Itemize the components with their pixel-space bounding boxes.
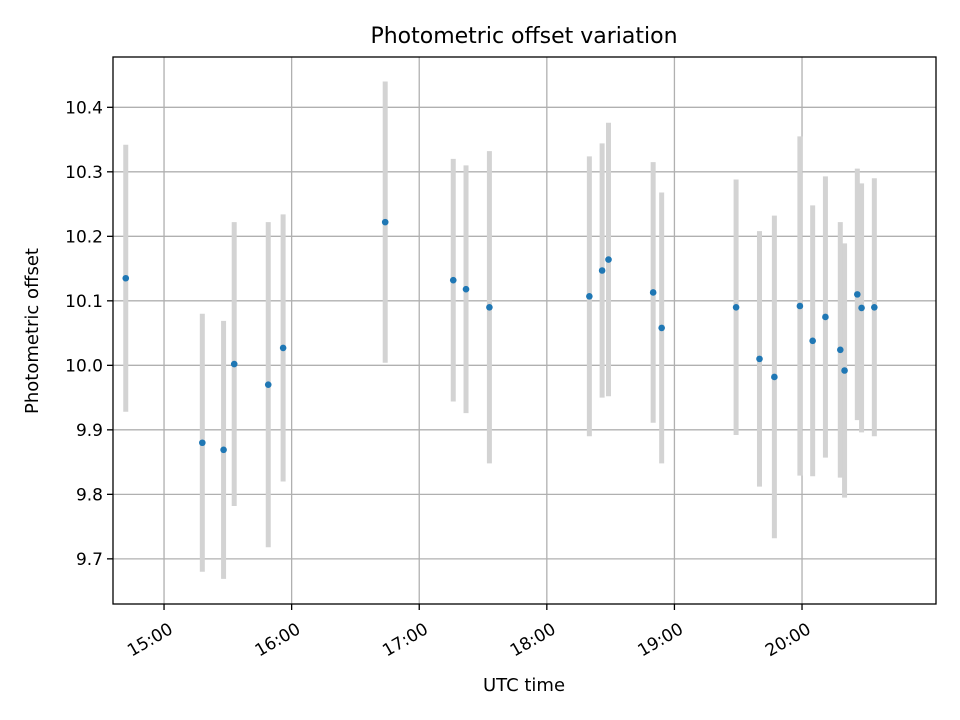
data-point bbox=[854, 291, 861, 298]
y-axis-ticks: 9.7 9.8 9.9 10.0 10.1 10.2 10.3 10.4 bbox=[65, 98, 113, 570]
data-point bbox=[264, 381, 272, 388]
y-tick-label: 10.0 bbox=[65, 356, 103, 376]
y-tick-label: 10.1 bbox=[65, 292, 103, 312]
y-tick-label: 9.8 bbox=[76, 485, 103, 505]
data-point bbox=[756, 355, 763, 363]
data-point bbox=[837, 346, 844, 354]
data-point bbox=[279, 344, 287, 352]
data-point bbox=[199, 439, 206, 447]
data-point bbox=[462, 285, 470, 293]
chart-title: Photometric offset variation bbox=[370, 24, 677, 49]
data-point bbox=[381, 218, 389, 226]
data-point bbox=[871, 303, 878, 311]
data-point bbox=[796, 302, 804, 310]
data-points bbox=[122, 218, 878, 454]
data-point bbox=[809, 337, 816, 345]
y-tick-label: 10.3 bbox=[65, 163, 103, 183]
data-point bbox=[220, 446, 227, 454]
data-point bbox=[732, 303, 740, 311]
data-point bbox=[605, 256, 612, 263]
data-point bbox=[586, 293, 593, 300]
data-point bbox=[598, 267, 606, 274]
data-point bbox=[658, 324, 665, 332]
data-point bbox=[858, 304, 865, 312]
data-point bbox=[771, 373, 778, 381]
y-axis-label: Photometric offset bbox=[22, 248, 43, 414]
x-axis-label: UTC time bbox=[483, 675, 565, 696]
data-point bbox=[449, 276, 457, 284]
y-tick-label: 10.2 bbox=[65, 227, 103, 247]
plot-frame bbox=[112, 56, 937, 605]
data-point bbox=[230, 360, 238, 368]
y-tick-label: 9.7 bbox=[76, 550, 103, 570]
data-point bbox=[649, 289, 657, 296]
y-tick-label: 10.4 bbox=[65, 98, 103, 118]
y-tick-label: 9.9 bbox=[76, 421, 103, 441]
data-point bbox=[841, 367, 848, 374]
data-point bbox=[122, 274, 130, 282]
data-point bbox=[486, 303, 493, 311]
data-point bbox=[822, 313, 829, 321]
